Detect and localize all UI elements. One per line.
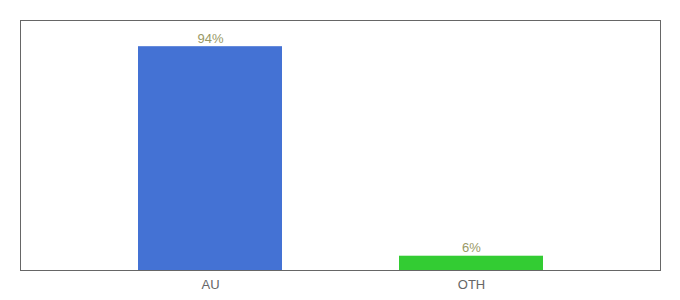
svg-text:6%: 6% (462, 240, 481, 255)
svg-text:OTH: OTH (458, 277, 485, 292)
svg-text:AU: AU (201, 277, 219, 292)
svg-text:94%: 94% (197, 31, 223, 46)
